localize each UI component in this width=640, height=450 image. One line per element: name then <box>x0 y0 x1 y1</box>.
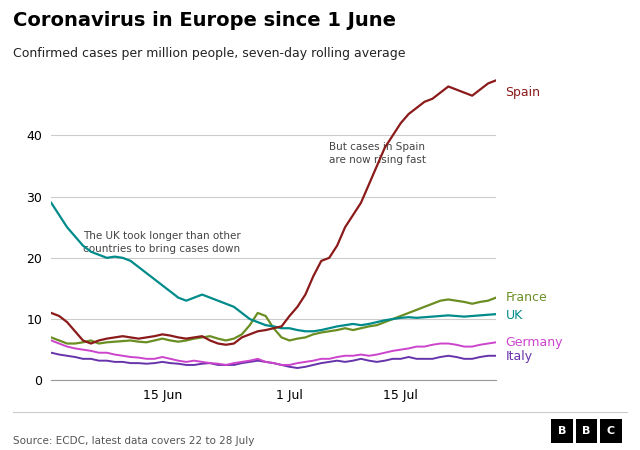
Text: B: B <box>582 426 591 436</box>
Text: Coronavirus in Europe since 1 June: Coronavirus in Europe since 1 June <box>13 11 396 30</box>
Text: France: France <box>506 291 547 304</box>
Text: Confirmed cases per million people, seven-day rolling average: Confirmed cases per million people, seve… <box>13 47 405 60</box>
Text: UK: UK <box>506 310 523 323</box>
Text: C: C <box>607 426 615 436</box>
Text: But cases in Spain
are now rising fast: But cases in Spain are now rising fast <box>329 142 426 166</box>
FancyBboxPatch shape <box>551 418 573 443</box>
Text: B: B <box>557 426 566 436</box>
Text: The UK took longer than other
countries to bring cases down: The UK took longer than other countries … <box>83 231 241 254</box>
Text: Spain: Spain <box>506 86 541 99</box>
FancyBboxPatch shape <box>575 418 597 443</box>
FancyBboxPatch shape <box>600 418 621 443</box>
Text: Source: ECDC, latest data covers 22 to 28 July: Source: ECDC, latest data covers 22 to 2… <box>13 436 254 446</box>
Text: Italy: Italy <box>506 351 532 364</box>
Text: Germany: Germany <box>506 336 563 349</box>
